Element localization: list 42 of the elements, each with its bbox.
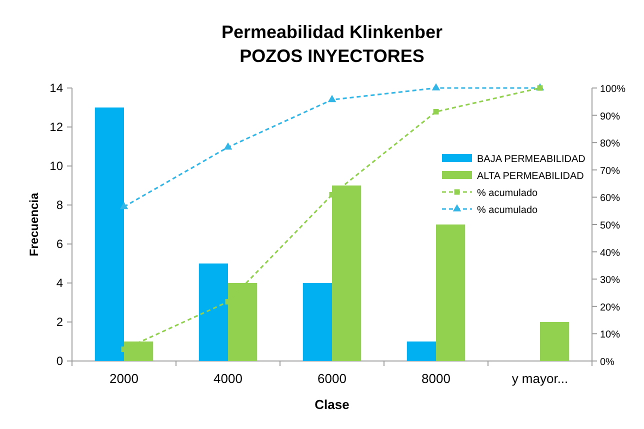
x-tick-label: 6000 (318, 371, 346, 386)
point (432, 83, 440, 90)
x-tick-label: 2000 (110, 371, 138, 386)
bar (436, 224, 466, 361)
legend-label: % acumulado (477, 205, 538, 216)
x-tick-label: 8000 (422, 371, 450, 386)
legend-label: % acumulado (477, 188, 538, 199)
x-tick-label: y mayor... (512, 371, 568, 386)
point (433, 109, 439, 114)
y-tick-label: 0 (56, 354, 64, 368)
bar (540, 322, 570, 361)
y2-tick-label: 40% (600, 248, 620, 259)
y2-tick-label: 30% (600, 275, 620, 286)
bar (406, 342, 436, 361)
y-tick-label: 8 (56, 198, 64, 212)
y-axis-title: Frecuencia (27, 192, 41, 256)
x-axis-title: Clase (314, 397, 350, 412)
y2-tick-label: 0% (600, 357, 615, 368)
point (224, 142, 232, 150)
bar (94, 108, 124, 361)
chart-title: Permeabilidad Klinkenber POZOS INYECTORES (221, 22, 443, 66)
y2-tick-label: 20% (600, 302, 620, 314)
y2-tick-label: 10% (600, 330, 620, 341)
bar (302, 283, 332, 361)
y2-tick-label: 50% (600, 220, 620, 232)
y-tick-label: 2 (56, 315, 64, 329)
bar (198, 264, 228, 361)
y2-tick-label: 80% (600, 138, 620, 150)
point (120, 202, 128, 210)
legend-label: BAJA PERMEABILIDAD (477, 154, 586, 165)
y2-tick-label: 70% (600, 166, 620, 177)
legend-label: ALTA PERMEABILIDAD (477, 171, 584, 182)
point (328, 94, 336, 102)
y-tick-label: 6 (56, 237, 64, 251)
y2-tick-label: 100% (600, 84, 626, 95)
y-tick-label: 14 (50, 81, 64, 95)
y2-tick-label: 60% (600, 193, 620, 204)
x-tick-label: 4000 (214, 371, 242, 386)
y-tick-label: 10 (50, 159, 64, 173)
y-tick-label: 4 (56, 276, 64, 290)
y-tick-label: 12 (50, 120, 64, 134)
y2-tick-label: 90% (600, 111, 620, 122)
